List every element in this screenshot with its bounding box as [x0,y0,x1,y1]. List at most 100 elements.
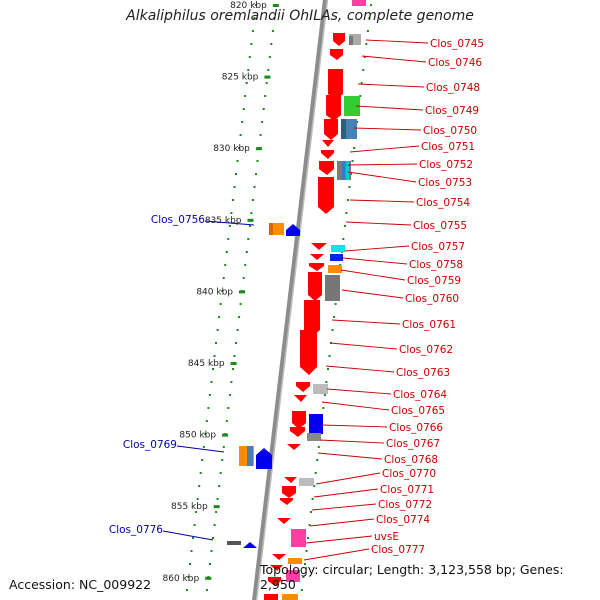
track-dot [222,277,225,279]
track-dot [313,485,316,487]
gene-label[interactable]: Clos_0751 [421,141,475,153]
track-dot [238,147,241,149]
accession-info: Accession: NC_009922 [9,577,152,592]
leader-line [361,55,427,63]
leader-line [353,127,422,131]
track-dot [311,498,314,500]
track-dot [362,69,365,71]
track-dot [334,303,337,305]
leader-line [342,257,408,265]
gene-label[interactable]: Clos_0756 [151,214,205,226]
track-dot [205,589,208,591]
feature-block [330,254,343,261]
gene-label[interactable]: Clos_0750 [423,125,477,137]
track-dot [233,186,236,188]
gene-label[interactable]: Clos_0774 [376,514,430,526]
track-dot [216,498,219,500]
gene-arrow [311,243,327,250]
leader-line [340,269,406,281]
leader-line [305,535,373,544]
gene-label[interactable]: Clos_0768 [384,454,438,466]
gene-label[interactable]: Clos_0754 [416,197,470,209]
feature-block [349,34,361,45]
track-dot [238,316,241,318]
track-dot [235,173,237,175]
gene-label[interactable]: Clos_0764 [393,389,447,401]
track-dot [248,225,251,227]
dotted-tracks [185,4,372,591]
gene-label[interactable]: Clos_0758 [409,259,463,271]
feature-block [307,433,321,441]
reverse-strand-genes [227,223,300,548]
gene-label[interactable]: Clos_0771 [380,484,434,496]
gene-label[interactable]: Clos_0749 [425,105,479,117]
gene-label[interactable]: Clos_0752 [419,159,473,171]
track-dot [210,381,213,383]
gene-label[interactable]: Clos_0772 [378,499,432,511]
gene-arrow [328,69,343,100]
track-dot [245,82,248,84]
gene-label[interactable]: Clos_0769 [123,439,177,451]
track-dot [256,160,259,162]
leader-line [347,163,418,166]
leader-line [321,401,390,411]
leader-line [347,171,417,183]
leader-line [311,503,377,511]
gene-label[interactable]: Clos_0776 [109,524,163,536]
kbp-tick-mark [205,576,212,580]
leader-line [345,221,412,226]
gene-label[interactable]: Clos_0761 [402,319,456,331]
track-dot [255,173,257,175]
track-dot [230,381,233,383]
gene-label[interactable]: Clos_0759 [407,275,461,287]
track-dot [343,225,346,227]
track-dot [239,134,242,136]
gene-label[interactable]: Clos_0777 [371,544,425,556]
leader-line [329,342,398,350]
track-dot [227,238,230,240]
track-dot [198,485,201,487]
kbp-tick-label: 850 kbp [179,431,216,441]
gene-label[interactable]: Clos_0757 [411,241,465,253]
track-dot [368,17,371,19]
gene-label[interactable]: Clos_0763 [396,367,450,379]
track-dot [219,472,222,474]
gene-label[interactable]: Clos_0765 [391,405,445,417]
track-dot [245,251,248,253]
track-dot [205,420,208,422]
kbp-tick-label: 845 kbp [188,359,225,369]
gene-label[interactable]: Clos_0760 [405,293,459,305]
gene-label[interactable]: Clos_0748 [426,82,480,94]
leader-line [319,439,385,444]
gene-arrow [292,411,306,429]
feature-block [346,161,349,180]
gene-label[interactable]: Clos_0746 [428,57,482,69]
track-dot [235,342,237,344]
gene-arrow [324,119,338,140]
kbp-tick-mark [222,433,229,437]
gene-arrow [333,33,345,46]
gene-label[interactable]: Clos_0755 [413,220,467,232]
leader-line [309,518,375,527]
feature-block [328,265,342,273]
gene-label[interactable]: Clos_0762 [399,344,453,356]
kbp-tick-label: 820 kbp [230,1,267,11]
gene-label[interactable]: Clos_0745 [430,38,484,50]
track-dot [209,563,211,565]
gene-label[interactable]: Clos_0766 [389,422,443,434]
track-dot [232,368,234,370]
gene-label[interactable]: uvsE [374,531,399,543]
track-dot [253,186,256,188]
gene-label[interactable]: Clos_0753 [418,177,472,189]
gene-label[interactable]: Clos_0770 [382,468,436,480]
gene-label[interactable]: Clos_0767 [386,438,440,450]
gene-arrow [319,161,334,175]
track-dot [216,329,219,331]
feature-block [282,594,298,600]
feature-block [286,570,300,582]
kbp-tick-label: 830 kbp [213,144,250,154]
leader-line [321,424,388,428]
feature-block [341,119,346,139]
kbp-tick-mark [239,290,245,294]
